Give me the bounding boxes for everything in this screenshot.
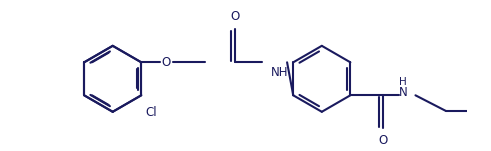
Text: N: N <box>399 86 408 99</box>
Text: O: O <box>161 56 170 69</box>
Text: H: H <box>400 77 407 87</box>
Text: O: O <box>230 10 240 23</box>
Text: O: O <box>379 134 388 147</box>
Text: Cl: Cl <box>146 106 157 119</box>
Text: NH: NH <box>271 66 288 79</box>
